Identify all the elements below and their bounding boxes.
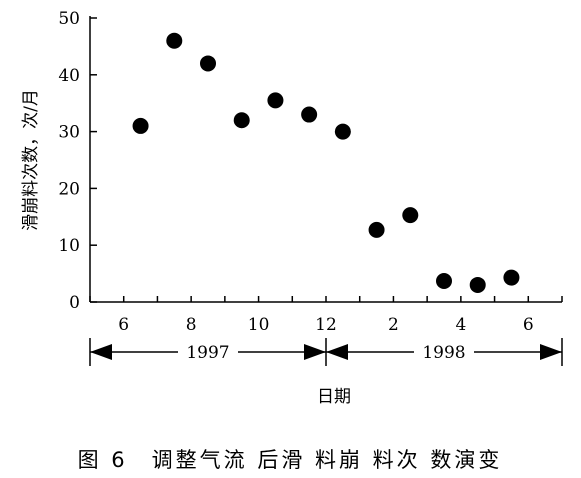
data-point [132,117,149,134]
x-tick-label: 12 [315,315,337,335]
year-range-arrows: 1997 1998 [89,338,563,366]
data-point [402,207,419,224]
arrow-head [304,344,326,360]
arrow-head [326,344,348,360]
data-point [233,112,250,129]
figure-caption: 图 6 调整气流 后滑 料崩 料次 数演变 [78,448,503,472]
x-axis-label: 日期 [317,387,351,407]
x-tick-label: 6 [118,315,129,335]
data-point [368,221,385,238]
data-point [166,32,183,49]
x-tick-label: 4 [455,315,466,335]
x-axis-ticks: 6 8 10 12 2 4 6 [89,296,563,335]
year-label: 1997 [186,343,229,363]
x-tick-label: 10 [248,315,270,335]
x-tick-label: 2 [388,315,399,335]
data-point [503,269,520,286]
y-tick-label: 10 [58,236,80,256]
year-label: 1998 [422,343,465,363]
y-tick-label: 20 [58,179,80,199]
arrow-head [90,344,112,360]
x-tick-label: 6 [523,315,534,335]
data-point [200,55,216,72]
y-tick-label: 30 [58,123,80,143]
x-tick-label: 8 [186,315,197,335]
data-point [301,106,318,123]
y-tick-label: 40 [58,66,80,86]
y-axis-ticks: 0 10 20 30 40 50 [58,9,97,313]
data-point [469,276,486,293]
data-point [334,123,351,140]
data-point [267,92,284,109]
y-tick-label: 50 [58,9,80,29]
axes [89,16,562,303]
data-point [436,272,452,289]
y-tick-label: 0 [69,293,80,313]
data-points [132,32,520,293]
arrow-head [540,344,562,360]
y-axis-label: 滑崩料次数，次/月 [21,89,41,231]
